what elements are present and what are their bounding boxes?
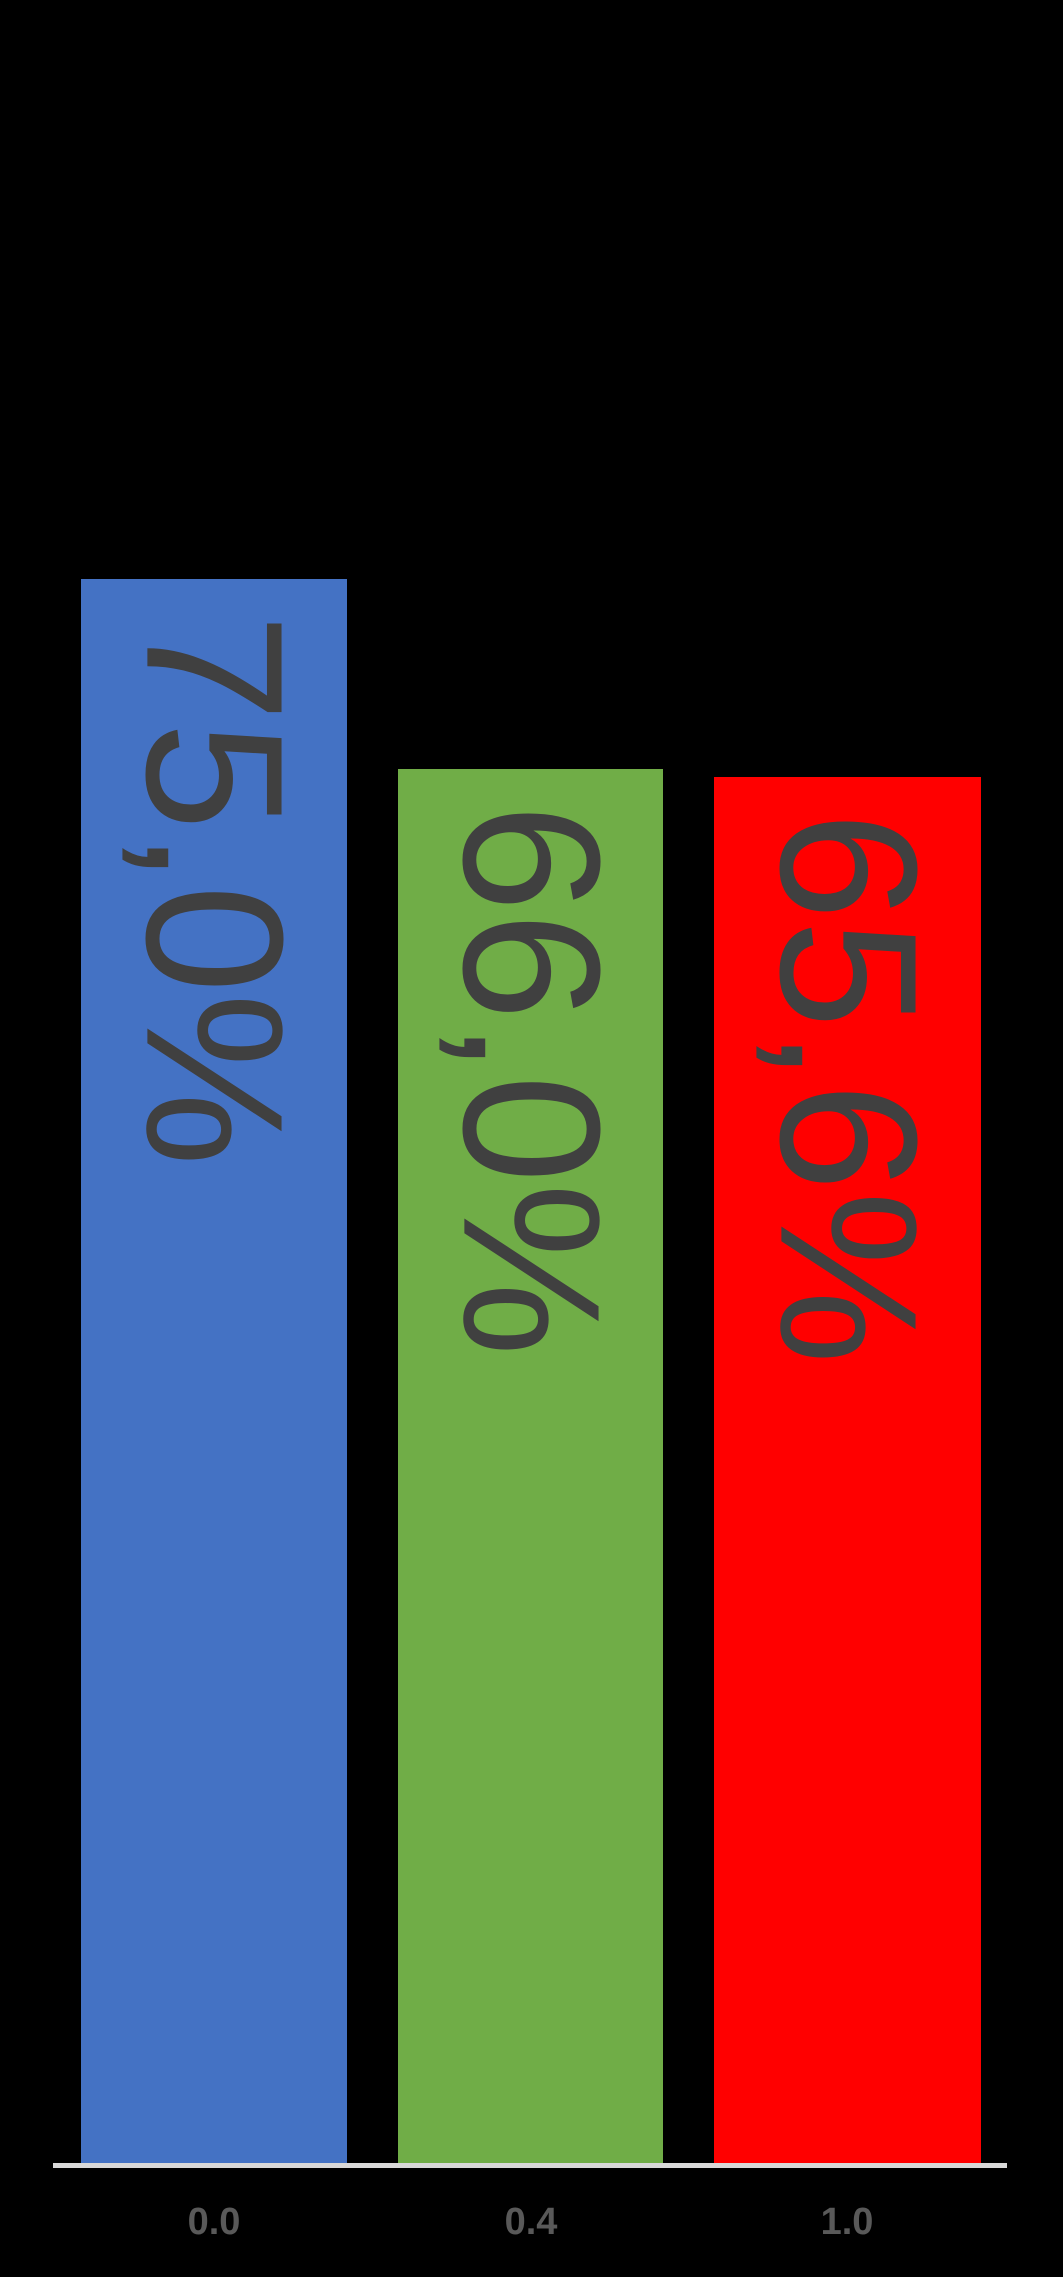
x-tick-label-1: 0.4 <box>504 2201 558 2243</box>
bar-value-label-red: 65,6% <box>738 811 957 1365</box>
x-tick-label-2: 1.0 <box>820 2201 874 2243</box>
bar-green: 66,0% <box>398 769 663 2163</box>
bar-blue: 75,0% <box>81 579 347 2163</box>
x-axis-line <box>53 2163 1007 2168</box>
x-tick-label-0: 0.0 <box>187 2201 241 2243</box>
bar-red: 65,6% <box>714 777 981 2163</box>
bar-value-label-blue: 75,0% <box>105 613 324 1167</box>
bar-value-label-green: 66,0% <box>421 803 640 1357</box>
